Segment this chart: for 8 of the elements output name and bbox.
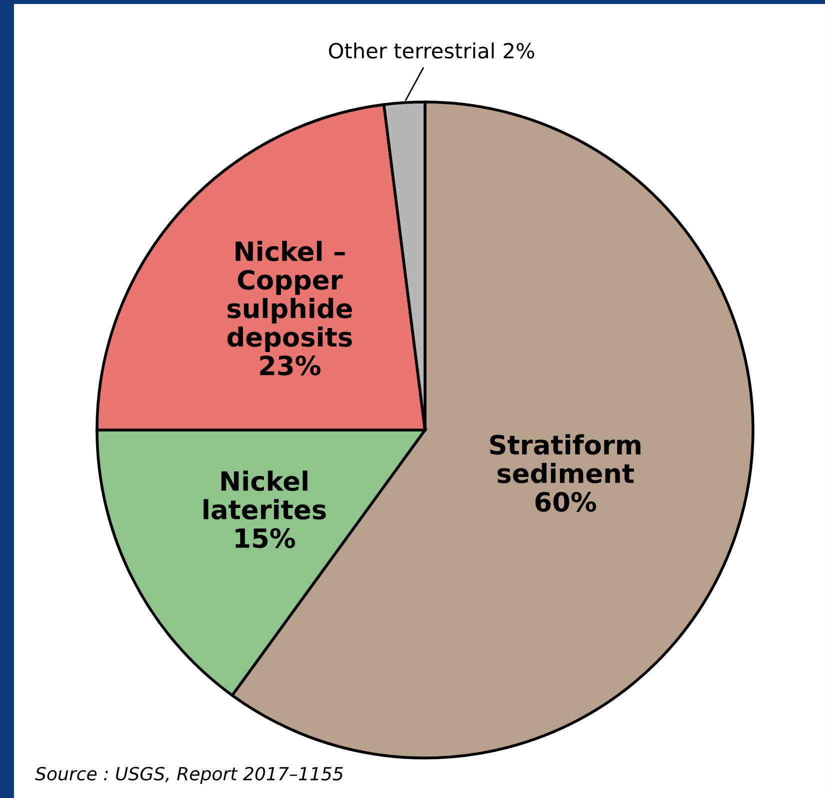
source-note: Source : USGS, Report 2017–1155 xyxy=(35,766,343,784)
data-label: 15% xyxy=(236,528,296,548)
slice-label: Nickel – Copper sulphide deposits xyxy=(227,240,352,352)
slice-label: Nickel laterites xyxy=(204,470,326,520)
data-label: 60% xyxy=(535,492,596,512)
slice-label: Other terrestrial 2% xyxy=(328,42,534,59)
slice-label: Stratiform sediment xyxy=(490,434,640,484)
data-label: 23% xyxy=(260,355,320,376)
